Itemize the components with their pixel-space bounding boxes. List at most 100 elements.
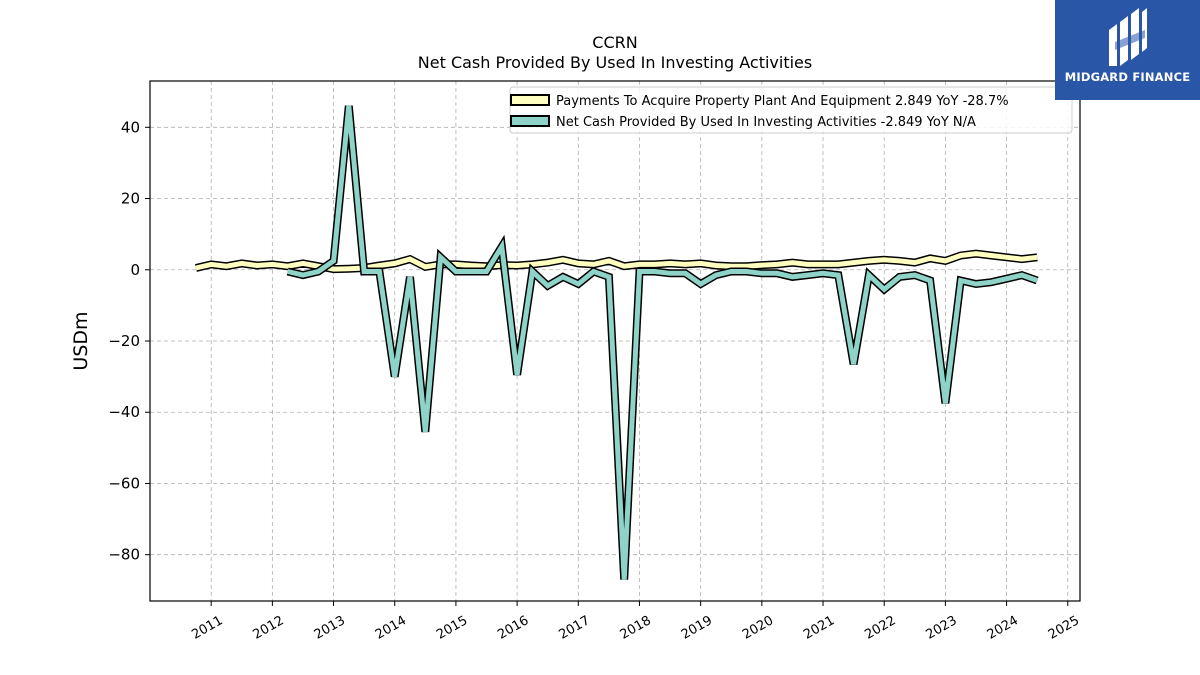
data-point — [486, 271, 487, 272]
data-point — [1037, 280, 1038, 281]
legend-swatch — [510, 115, 550, 127]
data-point — [318, 271, 319, 272]
data-point — [578, 284, 579, 285]
data-point — [532, 271, 533, 272]
data-point — [807, 275, 808, 276]
data-point — [639, 271, 640, 272]
y-tick-label: 0 — [130, 261, 140, 279]
data-point — [471, 271, 472, 272]
data-point — [287, 266, 288, 267]
data-point — [1021, 275, 1022, 276]
data-point — [517, 265, 518, 266]
y-tick-label: −40 — [108, 403, 140, 421]
data-point — [624, 266, 625, 267]
data-point — [578, 263, 579, 264]
data-point — [899, 276, 900, 277]
chart-subtitle: Net Cash Provided By Used In Investing A… — [418, 53, 812, 72]
data-point — [777, 264, 778, 265]
data-point — [991, 255, 992, 256]
data-point — [624, 579, 625, 580]
data-point — [348, 105, 349, 106]
data-point — [1006, 257, 1007, 258]
data-point — [333, 260, 334, 261]
data-point — [884, 289, 885, 290]
data-point — [976, 284, 977, 285]
data-point — [333, 269, 334, 270]
data-point — [608, 276, 609, 277]
legend-box — [509, 86, 1073, 134]
data-point — [868, 275, 869, 276]
data-point — [807, 264, 808, 265]
data-point — [455, 264, 456, 265]
data-point — [410, 276, 411, 277]
data-point — [746, 266, 747, 267]
legend-swatch — [510, 94, 550, 106]
data-point — [960, 280, 961, 281]
data-point — [930, 280, 931, 281]
data-point — [716, 265, 717, 266]
data-point — [700, 284, 701, 285]
data-point — [379, 271, 380, 272]
data-point — [593, 264, 594, 265]
data-point — [654, 264, 655, 265]
data-point — [394, 263, 395, 264]
data-point — [823, 273, 824, 274]
data-point — [838, 275, 839, 276]
data-point — [792, 262, 793, 263]
capex-series-line — [195, 251, 1038, 272]
data-point — [547, 285, 548, 286]
data-point — [303, 263, 304, 264]
data-point — [608, 260, 609, 261]
data-point — [195, 268, 196, 269]
data-point — [303, 275, 304, 276]
data-point — [364, 271, 365, 272]
data-point — [226, 266, 227, 267]
data-point — [761, 265, 762, 266]
legend-label: Payments To Acquire Property Plant And E… — [556, 94, 1009, 109]
data-point — [670, 263, 671, 264]
data-point — [563, 276, 564, 277]
data-point — [777, 273, 778, 274]
data-point — [440, 257, 441, 258]
y-tick-label: −20 — [108, 332, 140, 350]
midgard-logo-icon — [1109, 8, 1147, 66]
data-point — [593, 271, 594, 272]
data-point — [1037, 257, 1038, 258]
data-point — [884, 259, 885, 260]
data-point — [685, 273, 686, 274]
data-point — [455, 271, 456, 272]
data-point — [991, 282, 992, 283]
data-point — [868, 260, 869, 261]
legend-label: Net Cash Provided By Used In Investing A… — [556, 115, 976, 130]
data-point — [853, 262, 854, 263]
data-point — [425, 266, 426, 267]
data-point — [394, 376, 395, 377]
data-point — [425, 431, 426, 432]
data-point — [731, 266, 732, 267]
data-point — [211, 264, 212, 265]
data-point — [348, 268, 349, 269]
y-tick-label: −60 — [108, 474, 140, 492]
data-point — [1006, 278, 1007, 279]
brand-name: MIDGARD FINANCE — [1064, 70, 1191, 84]
data-point — [838, 264, 839, 265]
data-point — [731, 271, 732, 272]
series-layer — [194, 105, 1039, 580]
data-point — [257, 265, 258, 266]
data-point — [410, 259, 411, 260]
y-tick-label: −80 — [108, 546, 140, 564]
data-point — [746, 271, 747, 272]
data-point — [976, 253, 977, 254]
y-axis-label: USDm — [70, 311, 92, 370]
data-point — [792, 276, 793, 277]
data-point — [654, 271, 655, 272]
data-point — [945, 403, 946, 404]
data-point — [914, 275, 915, 276]
data-point — [547, 262, 548, 263]
data-point — [700, 263, 701, 264]
data-point — [1021, 259, 1022, 260]
data-point — [670, 273, 671, 274]
brand-logo: MIDGARD FINANCE — [1055, 0, 1200, 100]
data-point — [379, 265, 380, 266]
